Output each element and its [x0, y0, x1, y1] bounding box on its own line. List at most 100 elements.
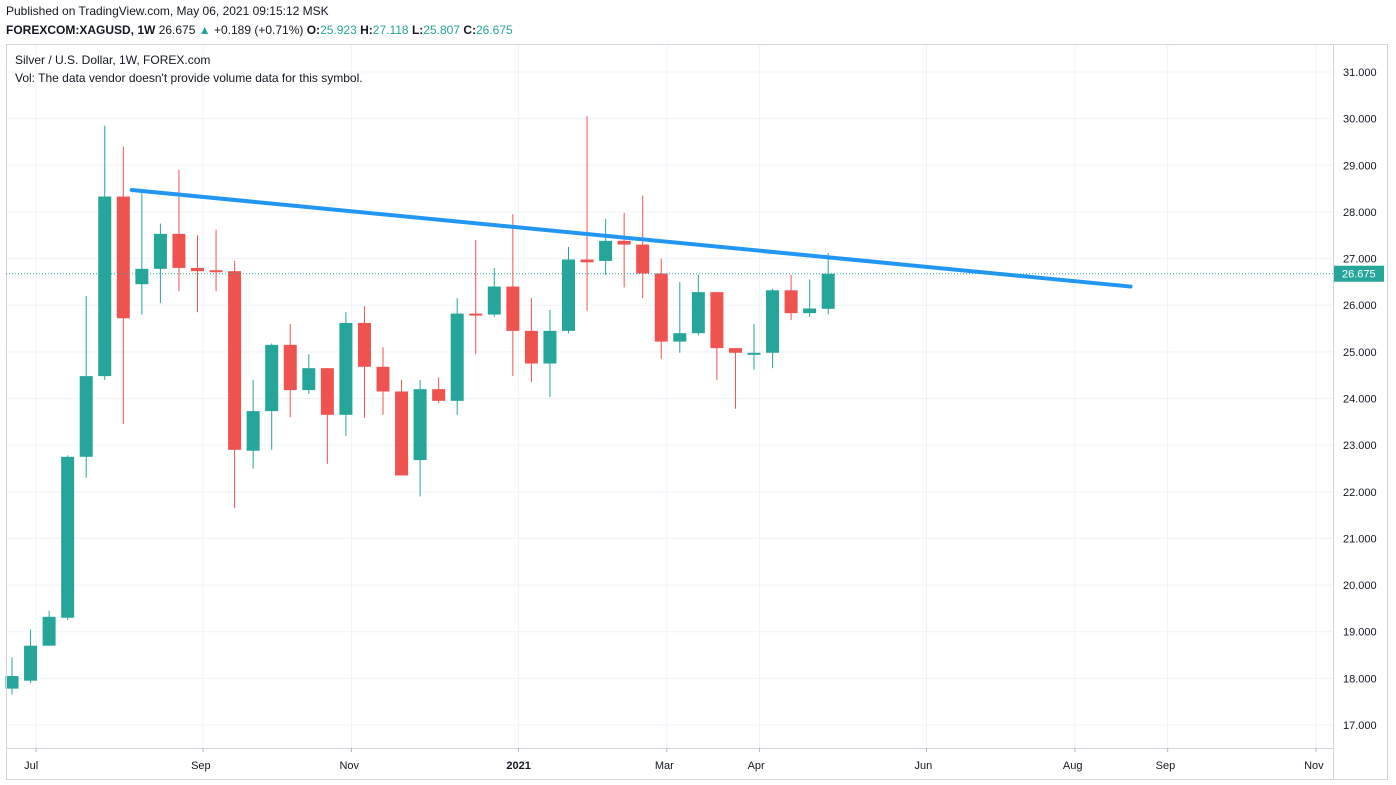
time-tick-label: Sep: [191, 760, 211, 772]
candle: [283, 323, 297, 418]
open-label: O:: [306, 23, 321, 37]
low-label: L:: [411, 23, 424, 37]
candle: [135, 193, 149, 315]
time-axis: Jul Sep Nov 2021 Mar Apr Jun Aug Sep Nov: [24, 748, 1324, 772]
candle: [42, 610, 56, 646]
price-tick-label: 29.000: [1343, 160, 1377, 172]
candle: [228, 260, 242, 509]
candle: [432, 377, 446, 404]
candle: [413, 379, 427, 497]
candle-body: [135, 268, 149, 285]
price-tick-label: 23.000: [1343, 440, 1377, 452]
candle: [617, 212, 631, 288]
candle-body: [580, 259, 594, 263]
high-value: 27.118: [372, 23, 409, 37]
candle: [98, 125, 112, 380]
candle: [24, 629, 38, 684]
candle: [803, 279, 817, 317]
candle: [691, 274, 705, 336]
candle-body: [98, 196, 112, 377]
candle: [543, 309, 557, 398]
time-tick-label: Jun: [915, 760, 933, 772]
candle-body: [228, 271, 242, 450]
legend-volume-note: Vol: The data vendor doesn't provide vol…: [15, 71, 363, 85]
candle: [320, 368, 334, 464]
candle: [821, 253, 835, 315]
candle: [61, 455, 75, 621]
published-caption: Published on TradingView.com, May 06, 20…: [6, 4, 329, 18]
candle-body: [283, 344, 297, 391]
candle: [116, 146, 130, 425]
close-label: C:: [463, 23, 476, 37]
candle-body: [357, 322, 371, 367]
candle: [5, 657, 19, 695]
candle-body: [599, 240, 613, 261]
price-tick-label: 27.000: [1343, 254, 1377, 266]
price-tick-label: 28.000: [1343, 207, 1377, 219]
open-value: 25.923: [320, 23, 357, 37]
low-value: 25.807: [423, 23, 460, 37]
candle-body: [61, 456, 75, 618]
last-price-marker: 26.675: [6, 265, 1384, 282]
price-tick-label: 20.000: [1343, 580, 1377, 592]
candle-body: [413, 389, 427, 461]
candle: [246, 379, 260, 469]
time-tick-label: Apr: [748, 760, 765, 772]
time-tick-label: Mar: [655, 760, 674, 772]
candle: [636, 195, 650, 299]
candle-body: [432, 389, 446, 401]
candle: [172, 169, 186, 292]
price-tick-label: 21.000: [1343, 533, 1377, 545]
candle-body: [562, 259, 575, 331]
candle-body: [5, 676, 19, 689]
last-price-tag: [1334, 265, 1384, 282]
candle: [191, 235, 204, 313]
candle-body: [673, 333, 687, 342]
candle-body: [320, 368, 334, 415]
candle: [784, 274, 798, 321]
candle: [357, 306, 371, 419]
candle-body: [766, 290, 780, 353]
price-tick-label: 25.000: [1343, 347, 1377, 359]
candle: [766, 288, 780, 369]
candle-body: [543, 330, 557, 364]
candle: [469, 239, 483, 355]
price-tick-label: 22.000: [1343, 487, 1377, 499]
candle-body: [339, 322, 353, 415]
candle: [487, 267, 501, 317]
price-tick-label: 31.000: [1343, 67, 1377, 79]
candle-body: [191, 267, 204, 272]
candle-body: [302, 368, 316, 391]
price-tick-label: 30.000: [1343, 114, 1377, 126]
price-tick-label: 26.000: [1343, 300, 1377, 312]
candle: [265, 343, 279, 450]
candle-body: [506, 286, 520, 331]
candle-body: [209, 270, 223, 273]
time-tick-label: Sep: [1156, 760, 1176, 772]
candle-body: [172, 233, 186, 268]
candle: [710, 292, 724, 380]
legend-title: Silver / U.S. Dollar, 1W, FOREX.com: [15, 53, 211, 67]
candle: [506, 214, 520, 377]
candles: [5, 116, 835, 695]
candle: [728, 348, 742, 409]
candle-body: [376, 366, 390, 392]
candle: [747, 323, 761, 370]
candle: [153, 223, 167, 303]
price-axis: 17.000 18.000 19.000 20.000 21.000 22.000 23.0…: [1343, 67, 1377, 732]
change-arrow-icon: ▲: [198, 23, 211, 37]
price-tick-label: 24.000: [1343, 394, 1377, 406]
close-value: 26.675: [475, 23, 513, 37]
high-label: H:: [360, 23, 373, 37]
candle-body: [654, 273, 668, 342]
candle-body: [728, 348, 742, 353]
candle-body: [617, 240, 631, 245]
candle-body: [246, 411, 260, 451]
candle-body: [487, 286, 501, 315]
time-tick-label: Aug: [1063, 760, 1083, 772]
candle: [673, 281, 687, 353]
price-tick-label: 19.000: [1343, 627, 1377, 639]
chart-frame: [6, 44, 1388, 780]
candle-body: [79, 376, 93, 457]
